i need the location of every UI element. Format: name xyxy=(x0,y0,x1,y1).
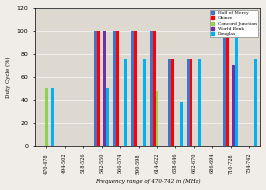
Bar xyxy=(51,88,53,146)
X-axis label: Frequency range of 470-742 in (MHz): Frequency range of 470-742 in (MHz) xyxy=(95,179,201,184)
Bar xyxy=(235,31,238,146)
Y-axis label: Duty Cycle (%): Duty Cycle (%) xyxy=(6,56,11,97)
Bar xyxy=(168,59,171,146)
Bar xyxy=(171,59,174,146)
Bar xyxy=(186,59,189,146)
Legend: Hall of Mercy, Obinze, Concord Junction, World Bank, Douglas: Hall of Mercy, Obinze, Concord Junction,… xyxy=(210,10,258,37)
Bar xyxy=(106,88,109,146)
Bar xyxy=(134,31,137,146)
Bar xyxy=(156,91,159,146)
Bar xyxy=(223,31,226,146)
Bar xyxy=(97,31,100,146)
Bar xyxy=(45,88,48,146)
Bar xyxy=(103,31,106,146)
Bar xyxy=(124,59,127,146)
Bar xyxy=(113,31,116,146)
Bar xyxy=(94,31,97,146)
Bar xyxy=(149,31,153,146)
Bar xyxy=(153,31,156,146)
Bar xyxy=(254,59,257,146)
Bar xyxy=(232,65,235,146)
Bar xyxy=(143,59,146,146)
Bar xyxy=(189,59,193,146)
Bar xyxy=(226,31,229,146)
Bar xyxy=(131,31,134,146)
Bar xyxy=(116,31,119,146)
Bar xyxy=(180,102,183,146)
Bar xyxy=(198,59,201,146)
